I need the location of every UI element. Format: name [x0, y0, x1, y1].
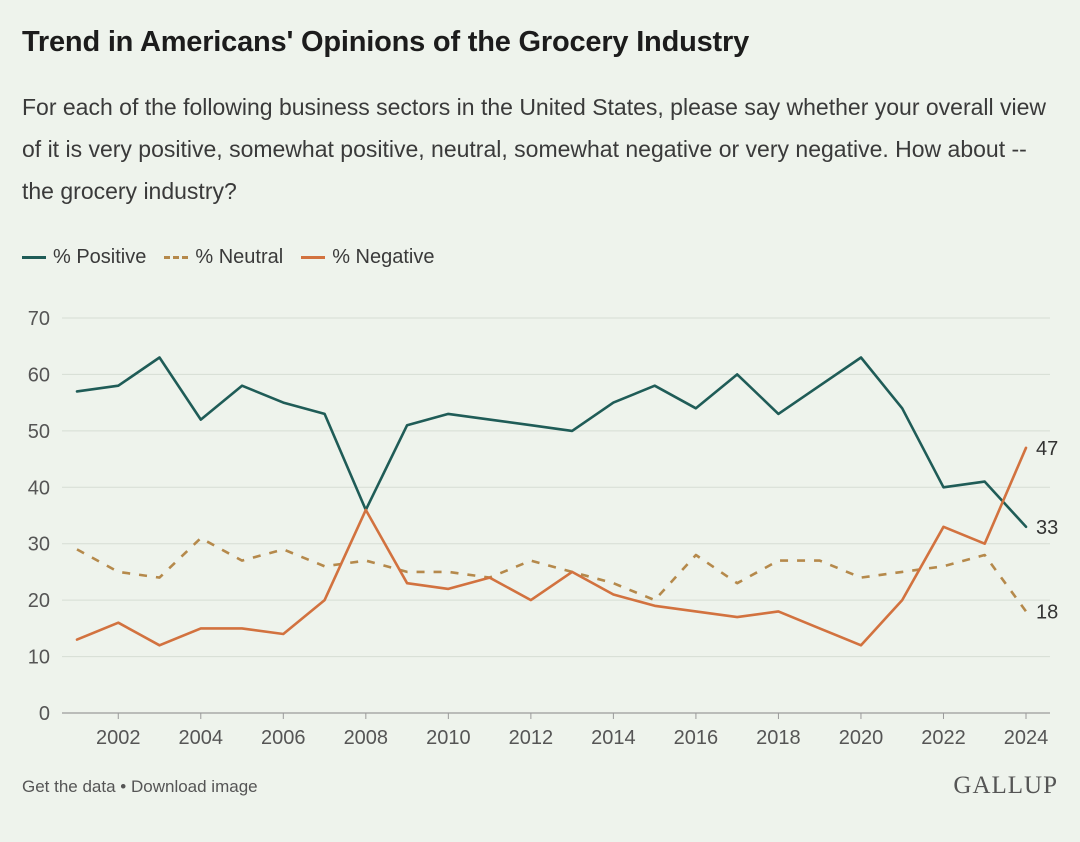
x-tick-label: 2018 [756, 727, 801, 749]
y-tick-label: 40 [28, 477, 50, 499]
gallup-logo: GALLUP [953, 772, 1058, 799]
y-tick-label: 20 [28, 590, 50, 612]
line-chart: 0 10 20 30 40 50 60 70 2002 2004 2006 2008 2010 2012 2… [28, 308, 1059, 749]
get-data-link[interactable]: Get the data [22, 777, 116, 796]
x-tick-label: 2002 [96, 727, 141, 749]
chart-subtitle: For each of the following business secto… [22, 94, 1047, 204]
x-tick-label: 2022 [921, 727, 966, 749]
x-tick-label: 2014 [591, 727, 636, 749]
end-label-neutral: 18 [1036, 601, 1058, 623]
end-label-negative: 47 [1036, 438, 1058, 460]
chart-title: Trend in Americans' Opinions of the Groc… [22, 26, 750, 58]
y-tick-label: 0 [39, 703, 50, 725]
series-line-neutral [76, 536, 1028, 613]
x-tick-label: 2004 [179, 727, 224, 749]
y-tick-label: 70 [28, 308, 50, 330]
legend-item-positive: % Positive [22, 246, 146, 269]
x-tick-label: 2006 [261, 727, 306, 749]
legend-label-negative: % Negative [332, 246, 435, 268]
chart-footer: Get the data • Download image [22, 777, 258, 797]
chart-legend: % Positive % Neutral % Negative [22, 246, 434, 269]
x-tick-label: 2020 [839, 727, 884, 749]
series-line-negative [75, 446, 1028, 647]
x-tick-label: 2012 [509, 727, 554, 749]
legend-item-neutral: % Neutral [164, 246, 283, 269]
x-tick-label: 2024 [1004, 727, 1049, 749]
y-tick-label: 50 [28, 421, 50, 443]
legend-item-negative: % Negative [301, 246, 434, 269]
x-tick-label: 2010 [426, 727, 471, 749]
series-line-positive [75, 356, 1028, 529]
download-image-link[interactable]: Download image [130, 777, 258, 796]
legend-label-neutral: % Neutral [195, 246, 284, 268]
y-tick-label: 30 [28, 534, 50, 556]
x-tick-label: 2008 [344, 727, 389, 749]
legend-swatch-neutral [164, 256, 189, 259]
end-label-positive: 33 [1036, 517, 1058, 539]
y-tick-label: 10 [28, 647, 50, 669]
x-tick-label: 2016 [674, 727, 719, 749]
legend-swatch-positive [22, 256, 46, 259]
y-tick-label: 60 [28, 364, 50, 386]
legend-swatch-negative [301, 256, 326, 259]
legend-label-positive: % Positive [53, 246, 147, 268]
footer-separator: • [115, 777, 131, 796]
